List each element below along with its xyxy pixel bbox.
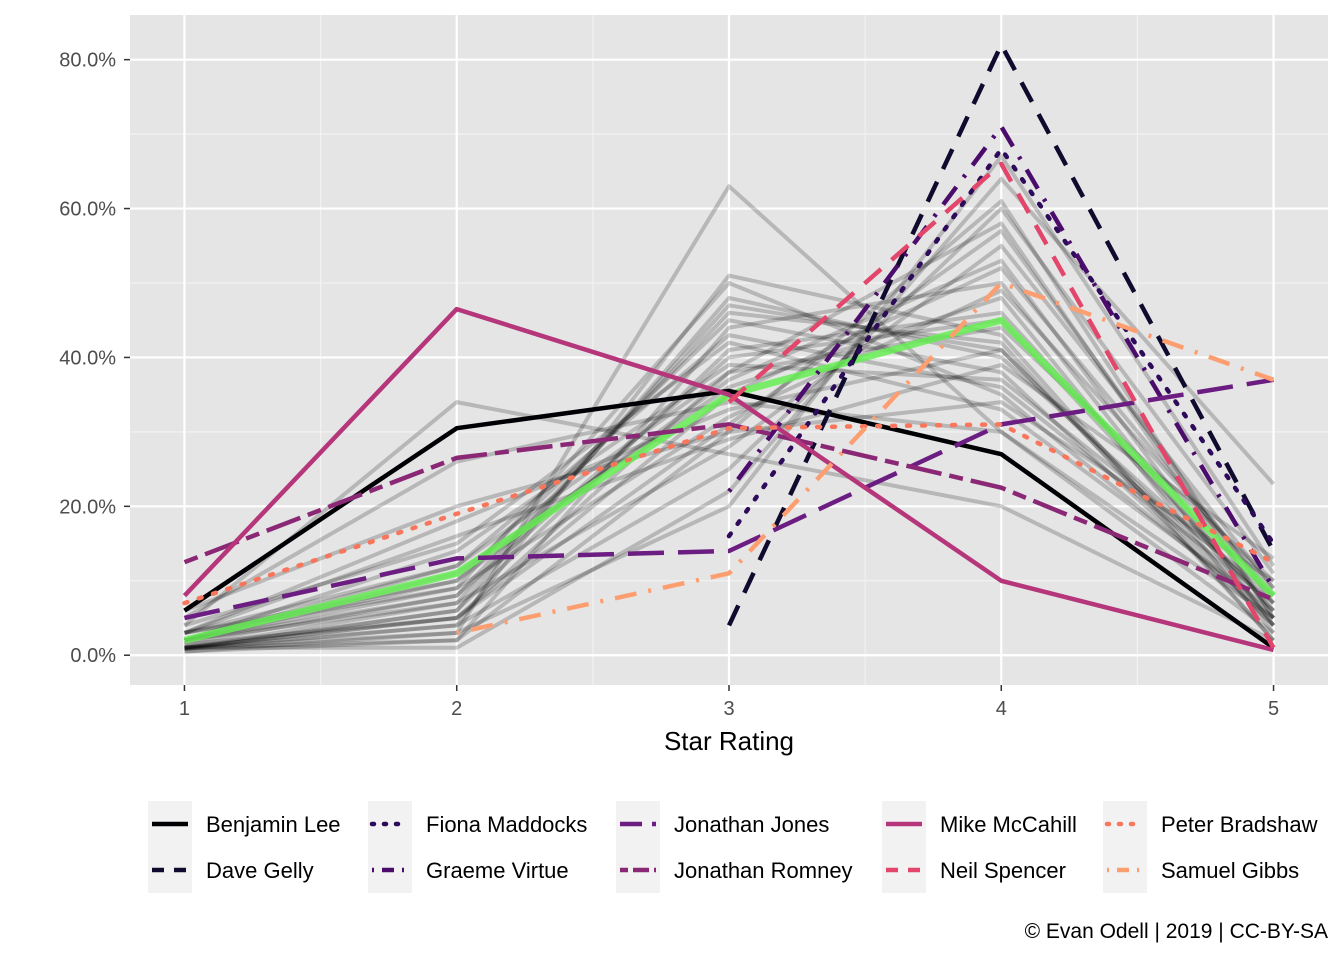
caption: © Evan Odell | 2019 | CC-BY-SA: [1025, 920, 1328, 943]
legend-label: Dave Gelly: [206, 858, 314, 883]
other-critic-line: [184, 273, 1275, 652]
x-tick-label: 5: [1268, 698, 1279, 720]
series-line-graeme-virtue: [727, 124, 1276, 590]
legend-item-dave-gelly: Dave Gelly: [148, 847, 314, 893]
x-tick-label: 3: [723, 698, 734, 720]
series-line-peter-bradshaw: [182, 422, 1276, 606]
other-critic-line: [184, 221, 1276, 647]
legend-label: Jonathan Jones: [674, 812, 829, 837]
legend-label: Samuel Gibbs: [1161, 858, 1299, 883]
y-tick-label: 80.0%: [59, 50, 116, 72]
y-axis: 0.0% 20.0% 40.0% 60.0% 80.0%: [59, 50, 130, 667]
series-line-jonathan-jones: [184, 377, 1274, 621]
other-critic-line: [183, 400, 1275, 643]
legend-item-jonathan-romney: Jonathan Romney: [616, 847, 853, 893]
legend-label: Neil Spencer: [940, 858, 1066, 883]
series-line-benjamin-lee: [183, 388, 1275, 650]
legend-item-jonathan-jones: Jonathan Jones: [616, 801, 829, 847]
legend-label: Peter Bradshaw: [1161, 812, 1318, 837]
series-line-neil-spencer: [727, 161, 1276, 649]
x-axis: 1 2 3 4 5: [179, 685, 1279, 720]
other-critic-line: [184, 199, 1276, 654]
other-critic-line: [183, 333, 1275, 643]
named-critics-lines: [182, 42, 1276, 653]
other-critic-line: [184, 184, 1275, 650]
series-line-jonathan-romney: [183, 422, 1275, 602]
other-critic-line: [184, 303, 1275, 650]
other-critic-line: [184, 154, 1276, 654]
other-critic-line: [183, 362, 1275, 635]
series-line-samuel-gibbs: [456, 280, 1275, 636]
y-tick-label: 0.0%: [70, 645, 116, 667]
y-tick-label: 60.0%: [59, 199, 116, 221]
legend: Benjamin Lee Dave Gelly Fiona Maddocks Grae…: [148, 801, 1318, 893]
legend-item-samuel-gibbs: Samuel Gibbs: [1103, 847, 1299, 893]
x-tick-label: 2: [451, 698, 462, 720]
other-critic-line: [184, 310, 1275, 647]
legend-item-mike-mccahill: Mike McCahill: [882, 801, 1077, 847]
other-critic-line: [183, 362, 1275, 643]
series-line-fiona-maddocks: [726, 146, 1276, 546]
x-tick-label: 1: [179, 698, 190, 720]
y-tick-label: 20.0%: [59, 496, 116, 518]
legend-label: Benjamin Lee: [206, 812, 341, 837]
other-critic-line: [184, 295, 1275, 652]
legend-item-neil-spencer: Neil Spencer: [882, 847, 1066, 893]
legend-label: Mike McCahill: [940, 812, 1077, 837]
other-critic-line: [184, 281, 1276, 650]
x-tick-label: 4: [996, 698, 1007, 720]
legend-label: Fiona Maddocks: [426, 812, 587, 837]
other-critic-line: [184, 258, 1276, 643]
other-critic-line: [184, 206, 1276, 650]
other-critic-line: [183, 348, 1275, 635]
legend-item-graeme-virtue: Graeme Virtue: [368, 847, 569, 893]
legend-item-fiona-maddocks: Fiona Maddocks: [368, 801, 587, 847]
legend-item-peter-bradshaw: Peter Bradshaw: [1103, 801, 1318, 847]
legend-label: Graeme Virtue: [426, 858, 569, 883]
y-tick-label: 40.0%: [59, 347, 116, 369]
other-critic-line: [184, 243, 1276, 643]
other-critic-line: [183, 340, 1275, 628]
x-axis-title: Star Rating: [664, 726, 794, 756]
legend-label: Jonathan Romney: [674, 858, 853, 883]
other-critic-line: [184, 288, 1275, 635]
other-critic-line: [183, 400, 1275, 613]
legend-item-benjamin-lee: Benjamin Lee: [148, 801, 341, 847]
series-line-mike-mccahill: [182, 306, 1275, 653]
series-line-dave-gelly: [726, 42, 1276, 627]
